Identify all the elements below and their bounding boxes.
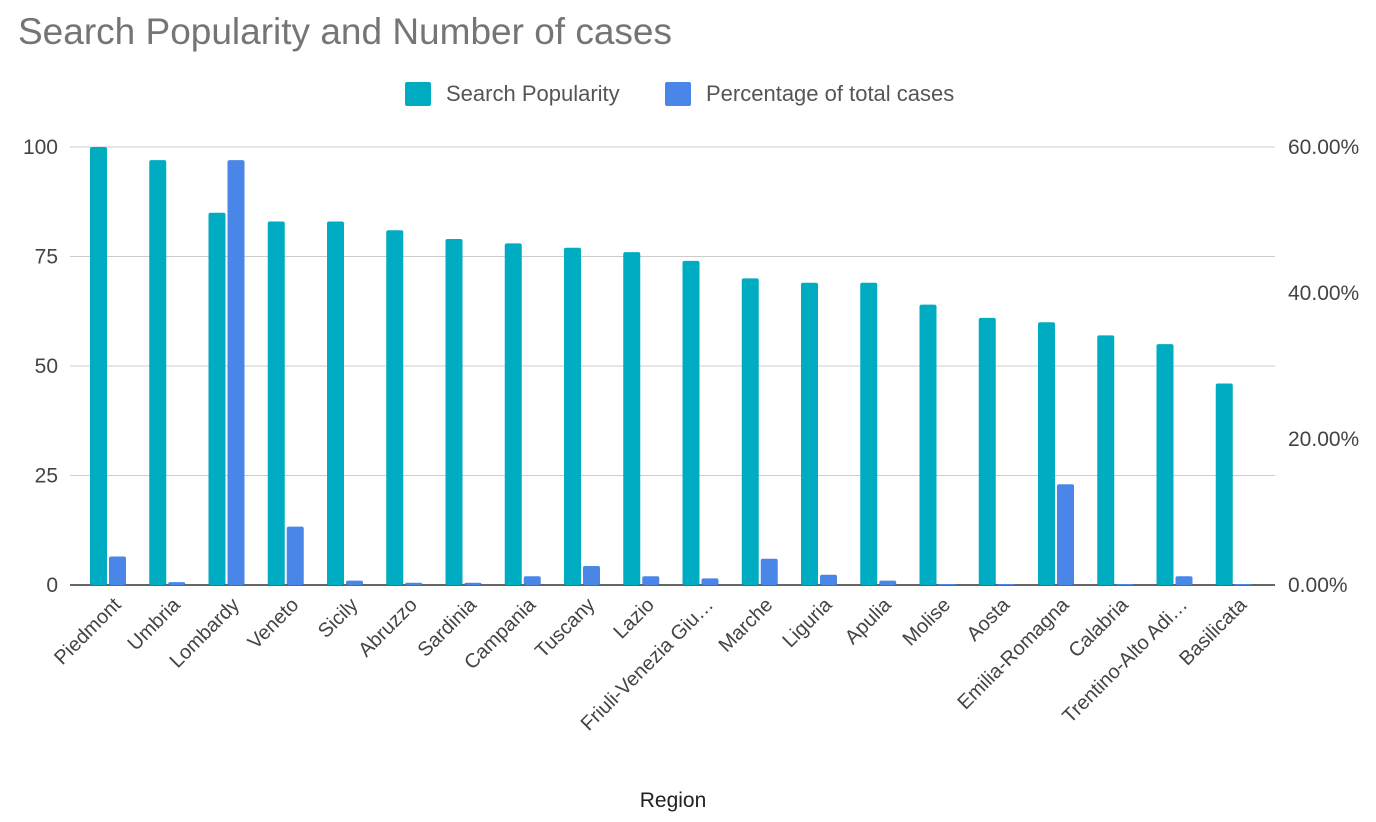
bars [90, 147, 1252, 586]
bar-percentage-of-total-cases [583, 566, 600, 585]
bar-search-popularity [801, 282, 818, 585]
y-tick-label: 75 [35, 246, 58, 269]
legend-swatch-percentage-of-total-cases [665, 82, 691, 106]
legend-label-search-popularity: Search Popularity [446, 81, 620, 106]
y-axis-right: 0.00% 20.00% 40.00% 60.00% [1288, 136, 1359, 597]
bar-percentage-of-total-cases [346, 580, 363, 585]
bar-search-popularity [564, 247, 581, 586]
bar-percentage-of-total-cases [938, 584, 956, 585]
y-tick-label: 100 [23, 136, 58, 159]
x-tick-label: Sicily [314, 594, 363, 643]
chart-title: Search Popularity and Number of cases [18, 11, 672, 52]
bar-percentage-of-total-cases [523, 576, 541, 585]
bar-search-popularity [327, 221, 344, 585]
y2-tick-label: 20.00% [1288, 428, 1359, 451]
x-tick-label: Liguria [779, 593, 838, 652]
y-tick-label: 25 [35, 465, 58, 488]
y2-tick-label: 40.00% [1288, 282, 1359, 305]
x-tick-label: Molise [899, 594, 955, 650]
bar-percentage-of-total-cases [1116, 584, 1134, 585]
bar-search-popularity [1156, 344, 1174, 585]
bar-percentage-of-total-cases [642, 576, 660, 585]
bar-percentage-of-total-cases [1057, 484, 1074, 585]
bar-search-popularity [1215, 383, 1233, 585]
x-tick-label: Aosta [963, 593, 1015, 645]
bar-search-popularity [919, 304, 937, 585]
bar-search-popularity [267, 221, 285, 585]
bar-search-popularity [682, 260, 700, 585]
bar-percentage-of-total-cases [168, 582, 186, 585]
bar-percentage-of-total-cases [227, 160, 245, 585]
x-tick-label: Apulia [841, 593, 896, 648]
x-tick-label: Tuscany [531, 594, 599, 662]
x-tick-label: Piedmont [50, 594, 126, 670]
legend-swatch-search-popularity [405, 82, 431, 106]
bar-percentage-of-total-cases [286, 526, 304, 585]
gridlines [70, 146, 1275, 586]
bar-percentage-of-total-cases [701, 578, 719, 585]
bar-search-popularity [149, 160, 167, 585]
y-tick-label: 50 [35, 355, 58, 378]
bar-search-popularity [504, 243, 522, 586]
y2-tick-label: 60.00% [1288, 136, 1359, 159]
bar-search-popularity [741, 278, 759, 585]
bar-search-popularity [860, 282, 878, 585]
bar-search-popularity [445, 238, 463, 586]
x-tick-label: Marche [715, 594, 778, 657]
bar-percentage-of-total-cases [1175, 576, 1193, 585]
bar-percentage-of-total-cases [879, 580, 897, 585]
bar-percentage-of-total-cases [464, 582, 482, 585]
bar-percentage-of-total-cases [405, 582, 423, 585]
bar-search-popularity [386, 230, 404, 585]
legend: Search Popularity Percentage of total ca… [405, 81, 954, 106]
bar-percentage-of-total-cases [109, 556, 126, 585]
bar-search-popularity [978, 317, 996, 585]
y-axis-left: 0 25 50 75 100 [23, 136, 58, 597]
x-tick-label: Lazio [609, 594, 658, 643]
bar-percentage-of-total-cases [997, 584, 1015, 585]
bar-percentage-of-total-cases [760, 558, 778, 585]
x-tick-label: Emilia-Romagna [953, 593, 1074, 714]
bar-percentage-of-total-cases [1234, 584, 1252, 585]
x-axis-title: Region [640, 789, 707, 812]
x-tick-label: Veneto [244, 594, 304, 654]
bar-search-popularity [1097, 335, 1115, 585]
bar-search-popularity [623, 252, 641, 585]
bar-search-popularity [90, 147, 107, 585]
y-tick-label: 0 [46, 574, 58, 597]
bar-search-popularity [1038, 322, 1055, 585]
bar-search-popularity [208, 212, 226, 585]
legend-label-percentage-of-total-cases: Percentage of total cases [706, 81, 954, 106]
x-tick-label: Abruzzo [354, 594, 421, 661]
bar-percentage-of-total-cases [820, 574, 837, 585]
y2-tick-label: 0.00% [1288, 574, 1348, 597]
